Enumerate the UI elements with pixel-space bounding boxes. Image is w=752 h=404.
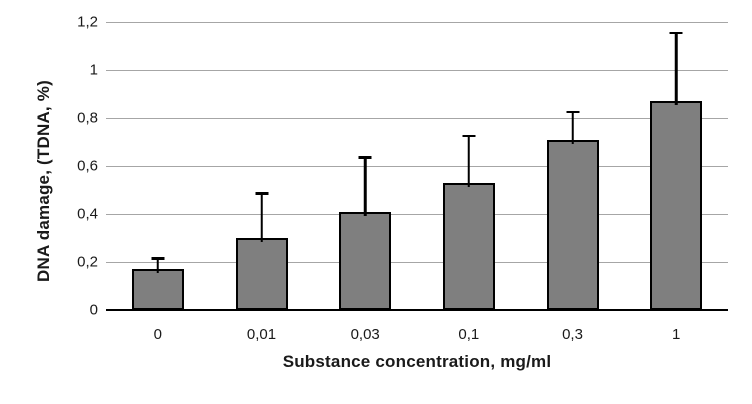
error-bar-cap — [255, 192, 268, 195]
bar — [339, 211, 392, 310]
gridline — [106, 70, 728, 71]
error-bar-line — [260, 192, 263, 242]
error-bar-line — [571, 110, 574, 144]
x-tick-label: 1 — [672, 326, 681, 343]
error-bar-cap — [462, 134, 476, 138]
error-bar-cap — [669, 31, 683, 35]
plot-area — [106, 22, 728, 311]
y-tick-label: 0,2 — [77, 253, 98, 271]
error-bar-line — [156, 257, 160, 274]
gridline — [106, 118, 728, 119]
x-tick-label: 0,01 — [246, 326, 277, 343]
bar-group — [417, 22, 521, 310]
error-bar-cap — [151, 257, 165, 260]
y-tick-label: 1 — [89, 61, 98, 79]
bar-group — [624, 22, 728, 310]
bar — [442, 182, 495, 310]
x-tick-label: 0,3 — [562, 326, 583, 343]
y-tick-label: 0 — [89, 301, 98, 319]
gridline — [106, 166, 728, 167]
bar-group — [210, 22, 314, 310]
error-bar-line — [674, 31, 678, 106]
y-axis-tick-labels: 0 0,2 0,4 0,6 0,8 1 1,2 — [0, 14, 98, 319]
error-bar-cap — [566, 110, 580, 114]
y-tick-label: 0,4 — [77, 205, 98, 223]
error-bar-line — [467, 134, 471, 187]
x-axis-tick-labels: 0 0,01 0,03 0,1 0,3 1 — [106, 326, 728, 343]
x-axis-title: Substance concentration, mg/ml — [282, 352, 552, 371]
x-tick-label: 0,03 — [350, 326, 380, 343]
bar-group — [521, 22, 625, 310]
bar — [650, 101, 703, 310]
gridline — [106, 262, 728, 263]
y-tick-label: 1,2 — [77, 13, 98, 31]
x-tick-label: 0 — [153, 326, 162, 343]
gridline — [106, 22, 728, 23]
y-tick-label: 0,6 — [77, 157, 98, 175]
bar-group — [313, 22, 417, 310]
bars-layer — [106, 22, 728, 310]
x-axis-line — [106, 309, 728, 311]
bar-group — [106, 22, 210, 310]
bar — [546, 139, 599, 310]
error-bar-cap — [358, 156, 372, 159]
gridline — [106, 214, 728, 215]
x-tick-label: 0,1 — [458, 326, 480, 343]
error-bar-line — [363, 156, 367, 216]
gridlines — [106, 22, 728, 310]
bar — [131, 269, 184, 310]
bar — [235, 238, 288, 310]
y-tick-label: 0,8 — [77, 109, 98, 127]
